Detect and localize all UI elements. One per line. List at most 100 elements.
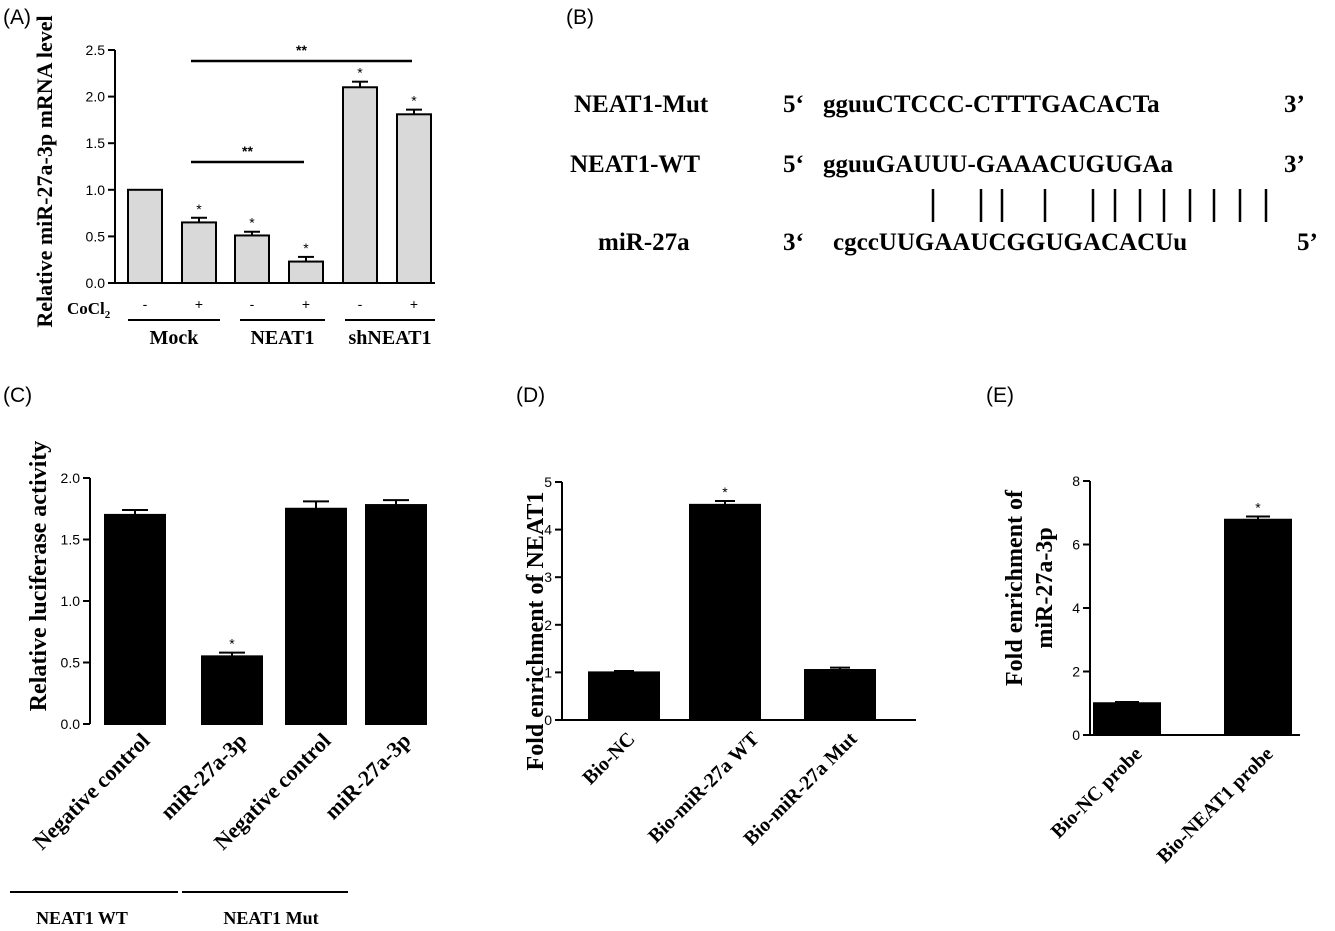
category-label: Bio-NC probe bbox=[1047, 743, 1147, 843]
sequence-end: 3’ bbox=[1284, 91, 1305, 118]
bar bbox=[588, 671, 660, 722]
y-tick-label: 5 bbox=[544, 474, 552, 490]
category-label: Bio-NC bbox=[578, 728, 639, 789]
bar bbox=[365, 504, 427, 725]
y-tick-label: 2.0 bbox=[61, 470, 81, 486]
chart-panel-e: (E) 0 2 4 6 8 Fold enrichment of miR-27a-3p * Bio… bbox=[986, 384, 1300, 868]
category-label-group: Negative control bbox=[28, 728, 155, 855]
y-axis-label-group: Relative luciferase activity bbox=[26, 441, 52, 712]
significance-label: * bbox=[411, 93, 417, 109]
sequence-end: 3’ bbox=[1284, 151, 1305, 178]
bar bbox=[342, 86, 378, 284]
treatment-sign: + bbox=[302, 296, 310, 312]
bar bbox=[1093, 702, 1161, 736]
y-tick-label: 4 bbox=[1072, 600, 1080, 616]
y-tick-label: 1 bbox=[544, 664, 552, 680]
y-tick-label: 0 bbox=[544, 712, 552, 728]
y-tick-label: 2 bbox=[544, 617, 552, 633]
treatment-sign: - bbox=[358, 296, 363, 312]
y-axis-label: Fold enrichment of bbox=[1002, 489, 1028, 686]
sequence-text: gguuGAUUU-GAAACUGUGAa bbox=[823, 151, 1174, 178]
significance-label: * bbox=[357, 65, 363, 81]
y-axis-label: Relative miR-27a-3p mRNA level bbox=[32, 15, 57, 327]
y-tick-label: 0.0 bbox=[86, 275, 106, 291]
significance-label: * bbox=[1255, 500, 1261, 516]
treatment-sign: - bbox=[143, 296, 148, 312]
group-label: NEAT1 Mut bbox=[223, 908, 318, 928]
bar bbox=[201, 655, 263, 725]
y-tick-label: 0.5 bbox=[86, 228, 106, 244]
bar bbox=[288, 260, 324, 284]
treatment-sign: - bbox=[250, 296, 255, 312]
bar bbox=[104, 513, 166, 726]
y-tick-label: 1.5 bbox=[86, 135, 106, 151]
bar bbox=[234, 234, 270, 285]
bar bbox=[1224, 518, 1292, 736]
y-axis-label-group: Fold enrichment of NEAT1 bbox=[523, 492, 549, 771]
category-label-group: miR-27a-3p bbox=[319, 728, 415, 824]
comparison-label: ** bbox=[242, 143, 253, 159]
panel-label: (C) bbox=[3, 384, 32, 407]
y-tick-label: 2.0 bbox=[86, 89, 106, 105]
group-label: NEAT1 bbox=[250, 327, 314, 349]
sequence-name: NEAT1-Mut bbox=[574, 91, 709, 118]
significance-label: * bbox=[722, 484, 728, 500]
significance-label: * bbox=[303, 240, 309, 256]
category-label: Bio-NEAT1 probe bbox=[1153, 743, 1278, 868]
significance-label: * bbox=[196, 201, 202, 217]
treatment-label: CoCl2 bbox=[67, 299, 111, 321]
y-tick-label: 1.0 bbox=[86, 182, 106, 198]
y-tick-label: 0.0 bbox=[61, 716, 81, 732]
y-tick-label: 2 bbox=[1072, 664, 1080, 680]
y-axis-label: Relative luciferase activity bbox=[26, 441, 52, 712]
bar bbox=[285, 507, 347, 725]
y-tick-label: 2.5 bbox=[86, 42, 106, 58]
category-label: Negative control bbox=[28, 728, 155, 855]
sequence-end: 5’ bbox=[1297, 229, 1318, 256]
panel-label: (E) bbox=[986, 384, 1014, 407]
sequence-panel-b: (B) NEAT1-Mut 5‘ gguuCTCCC-CTTTGACACTa 3’ NEA… bbox=[566, 6, 1318, 256]
bar bbox=[181, 221, 217, 284]
significance-label: * bbox=[249, 215, 255, 231]
panel-label: (A) bbox=[3, 6, 31, 29]
comparison-label: ** bbox=[296, 42, 307, 58]
category-label-group: Bio-NEAT1 probe bbox=[1153, 743, 1278, 868]
group-label: shNEAT1 bbox=[349, 327, 432, 349]
bar bbox=[689, 503, 761, 721]
panel-label: (B) bbox=[566, 6, 594, 29]
y-tick-label: 1.0 bbox=[61, 593, 81, 609]
chart-panel-a: (A) 0.0 0.5 1.0 1.5 2.0 2.5 Relative miR-27a-3p… bbox=[3, 6, 435, 349]
sequence-text: cgccUUGAAUCGGUGACACUu bbox=[833, 229, 1187, 256]
chart-panel-c: (C) 0.0 0.5 1.0 1.5 2.0 Relative luciferase ac… bbox=[3, 384, 427, 928]
category-label-group: Bio-NC bbox=[578, 728, 639, 789]
sequence-text: gguuCTCCC-CTTTGACACTa bbox=[823, 91, 1160, 118]
significance-label: * bbox=[229, 636, 235, 652]
y-axis-label-group: Relative miR-27a-3p mRNA level bbox=[32, 15, 57, 327]
panel-label: (D) bbox=[516, 384, 545, 407]
sequence-name: miR-27a bbox=[598, 229, 690, 256]
y-tick-label: 1.5 bbox=[61, 532, 81, 548]
sequence-end: 3‘ bbox=[783, 229, 804, 256]
y-tick-label: 8 bbox=[1072, 473, 1080, 489]
bar bbox=[127, 188, 163, 284]
bar bbox=[804, 669, 876, 722]
y-axis-label: miR-27a-3p bbox=[1032, 527, 1058, 648]
y-tick-label: 0.5 bbox=[61, 655, 81, 671]
treatment-label-subscript: 2 bbox=[105, 309, 111, 321]
y-axis-label-group: Fold enrichment of miR-27a-3p bbox=[1002, 489, 1058, 686]
y-axis-label: Fold enrichment of NEAT1 bbox=[523, 492, 549, 771]
category-label-group: Bio-NC probe bbox=[1047, 743, 1147, 843]
sequence-end: 5‘ bbox=[783, 151, 804, 178]
bar bbox=[396, 113, 432, 284]
sequence-name: NEAT1-WT bbox=[570, 151, 700, 178]
chart-panel-d: (D) 0 1 2 3 4 5 Fold enrichment of NEAT1 * Bio-NC… bbox=[516, 384, 916, 850]
y-tick-label: 4 bbox=[544, 522, 552, 538]
category-label: miR-27a-3p bbox=[319, 728, 415, 824]
y-tick-label: 3 bbox=[544, 569, 552, 585]
treatment-sign: + bbox=[410, 296, 418, 312]
y-tick-label: 0 bbox=[1072, 727, 1080, 743]
group-label: Mock bbox=[150, 327, 200, 349]
y-tick-label: 6 bbox=[1072, 537, 1080, 553]
treatment-sign: + bbox=[195, 296, 203, 312]
